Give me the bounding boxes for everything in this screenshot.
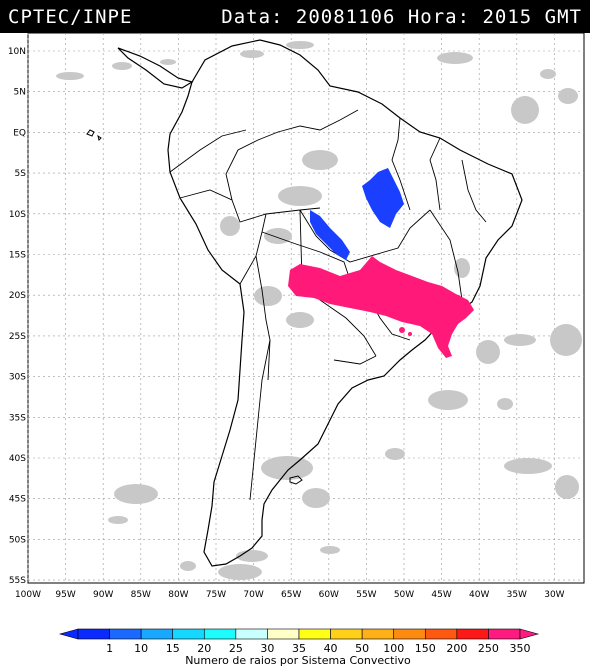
header-bar: CPTEC/INPE Data: 20081106 Hora: 2015 GMT: [0, 0, 590, 33]
legend-value-label: 35: [292, 642, 306, 655]
lat-tick-label: EQ: [13, 128, 26, 138]
lat-tick-label: 45S: [9, 495, 26, 505]
legend-swatch: [393, 628, 426, 640]
legend-swatch: [361, 628, 395, 640]
legend-title: Numero de raios por Sistema Convectivo: [185, 654, 411, 667]
lon-tick-label: 85W: [131, 590, 151, 600]
legend-value-label: 15: [166, 642, 180, 655]
legend-swatch: [488, 628, 521, 640]
legend-swatch: [298, 628, 331, 640]
legend: 1 10 15 20 25 30 35 40 50 100 150 200 250 350: [58, 628, 540, 655]
storm-blue-cluster-west: [310, 210, 350, 260]
legend-value-label: 1: [106, 642, 113, 655]
legend-swatch: [140, 628, 174, 640]
lat-tick-label: 20S: [9, 291, 26, 301]
lon-tick-label: 45W: [431, 590, 451, 600]
lon-tick-label: 100W: [15, 590, 41, 600]
header-title: CPTEC/INPE: [8, 6, 133, 28]
legend-value-label: 350: [510, 642, 531, 655]
legend-swatch: [77, 628, 110, 640]
lon-tick-label: 70W: [243, 590, 263, 600]
legend-swatch: [456, 628, 489, 640]
legend-value-label: 20: [197, 642, 211, 655]
lon-tick-label: 80W: [168, 590, 188, 600]
legend-value-label: 10: [134, 642, 148, 655]
legend-swatch: [235, 628, 268, 640]
lon-tick-label: 60W: [319, 590, 339, 600]
lon-tick-label: 55W: [356, 590, 376, 600]
legend-value-label: 50: [355, 642, 369, 655]
legend-swatch: [172, 628, 205, 640]
legend-value-label: 40: [324, 642, 338, 655]
lon-tick-label: 30W: [544, 590, 564, 600]
lon-tick-label: 90W: [93, 590, 113, 600]
lat-tick-label: 5S: [15, 169, 27, 179]
storm-magenta-band: [288, 256, 474, 358]
lat-tick-label: 35S: [9, 413, 26, 423]
legend-arrow-high: [519, 628, 540, 640]
legend-value-label: 30: [260, 642, 274, 655]
storm-speckle: [399, 327, 448, 353]
legend-value-label: 250: [478, 642, 499, 655]
lat-tick-label: 25S: [9, 332, 26, 342]
legend-arrow-low: [58, 628, 79, 640]
galapagos-islands: [86, 129, 102, 141]
lat-tick-label: 10S: [9, 210, 26, 220]
south-america-outline: [167, 39, 523, 567]
lon-tick-label: 65W: [281, 590, 301, 600]
falkland-islands: [289, 475, 303, 485]
lat-tick-label: 30S: [9, 373, 26, 383]
lon-tick-label: 50W: [394, 590, 414, 600]
legend-swatch: [424, 628, 458, 640]
lat-tick-label: 50S: [9, 535, 26, 545]
lon-tick-label: 35W: [507, 590, 527, 600]
lat-tick-label: 10N: [8, 47, 26, 57]
lon-tick-label: 40W: [469, 590, 489, 600]
legend-swatch: [267, 628, 300, 640]
legend-value-label: 25: [229, 642, 243, 655]
central-america-outline: [117, 47, 194, 89]
header-datetime: Data: 20081106 Hora: 2015 GMT: [221, 6, 582, 28]
legend-swatch: [330, 628, 363, 640]
lat-tick-label: 5N: [14, 88, 26, 98]
storm-blue-cluster-north: [362, 168, 404, 228]
legend-value-label: 100: [383, 642, 404, 655]
lon-tick-label: 95W: [55, 590, 75, 600]
grid-lines: [27, 33, 584, 583]
lon-tick-label: 75W: [206, 590, 226, 600]
cloud-layer: [56, 41, 582, 580]
legend-value-label: 200: [446, 642, 467, 655]
lat-tick-label: 40S: [9, 454, 26, 464]
legend-swatch: [109, 628, 142, 640]
lat-tick-label: 15S: [9, 251, 26, 261]
lat-tick-label: 55S: [9, 576, 26, 586]
legend-swatch: [203, 628, 237, 640]
legend-value-label: 150: [415, 642, 436, 655]
